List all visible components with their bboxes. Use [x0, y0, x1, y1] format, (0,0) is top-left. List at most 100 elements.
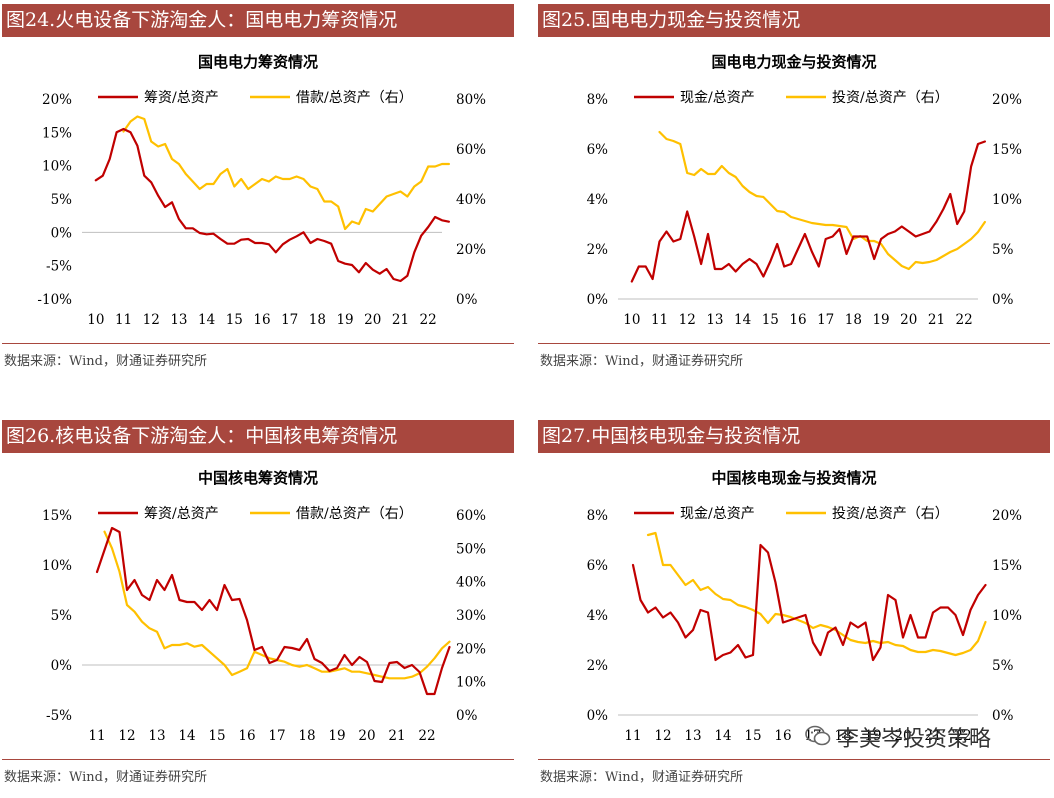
chart-fig27: 中国核电现金与投资情况 0% 2% 4% 6% 8% 0% 5% 10% 15% 20% 11 12 13… — [587, 469, 1023, 744]
x-axis-tick-label: 16 — [238, 728, 255, 744]
right-axis-tick-label: 40% — [456, 192, 486, 208]
right-axis-tick-label: 5% — [992, 658, 1014, 674]
x-axis-tick-label: 18 — [309, 312, 326, 328]
figure-title: 图25.国电电力现金与投资情况 — [538, 4, 1050, 37]
left-axis-tick-label: 0% — [587, 292, 609, 308]
panel-fig26: 图26.核电设备下游淘金人：中国核电筹资情况 中国核电筹资情况 -5% 0% 5% 10… — [2, 420, 514, 798]
series-line-right — [122, 115, 450, 231]
x-axis-tick-label: 18 — [834, 728, 851, 744]
legend-label: 筹资/总资产 — [144, 505, 219, 522]
chart-fig26: 中国核电筹资情况 -5% 0% 5% 10% 15% 0% 10% 20% 30% 40% 50% 60… — [42, 469, 486, 744]
legend-label: 借款/总资产（右） — [296, 90, 413, 106]
x-axis-tick-label: 15 — [208, 728, 225, 744]
left-axis-tick-label: 2% — [587, 242, 609, 258]
left-axis-tick-label: 2% — [587, 658, 609, 674]
x-axis-tick-label: 18 — [298, 728, 315, 744]
source-note: 数据来源：Wind，财通证券研究所 — [540, 770, 743, 785]
x-axis-tick-label: 21 — [392, 312, 409, 328]
right-axis-tick-label: 10% — [992, 192, 1022, 208]
right-axis-tick-label: 0% — [992, 708, 1014, 724]
x-axis-tick-label: 11 — [624, 728, 641, 744]
x-axis-tick-label: 11 — [651, 312, 668, 328]
series-line-left — [631, 543, 987, 662]
x-axis-tick-label: 13 — [148, 728, 165, 744]
panel-fig24: 图24.火电设备下游淘金人：国电电力筹资情况 国电电力筹资情况 -10% -5% 0%… — [2, 4, 514, 382]
series-line-right — [103, 530, 451, 680]
left-axis-tick-label: 5% — [51, 608, 73, 624]
source-note: 数据来源：Wind，财通证券研究所 — [540, 354, 743, 369]
legend-label: 现金/总资产 — [680, 90, 755, 106]
right-axis-tick-label: 0% — [992, 292, 1014, 308]
legend-label: 投资/总资产（右） — [832, 506, 949, 522]
chart-title: 中国核电现金与投资情况 — [711, 469, 876, 487]
x-axis-tick-label: 16 — [789, 312, 806, 328]
x-axis-tick-label: 15 — [744, 728, 761, 744]
figure-title: 图26.核电设备下游淘金人：中国核电筹资情况 — [2, 420, 514, 453]
right-axis-tick-label: 30% — [456, 608, 486, 624]
x-axis-tick-label: 11 — [115, 312, 132, 328]
right-axis-tick-label: 20% — [456, 641, 486, 657]
left-axis-tick-label: 6% — [587, 142, 609, 158]
x-axis-tick-label: 11 — [88, 728, 105, 744]
figure-title: 图27.中国核电现金与投资情况 — [538, 420, 1050, 453]
x-axis-tick-label: 14 — [198, 312, 215, 328]
left-axis-tick-label: 15% — [42, 125, 72, 141]
right-axis-tick-label: 20% — [992, 508, 1022, 524]
x-axis-tick-label: 16 — [774, 728, 791, 744]
right-axis-tick-label: 10% — [456, 675, 486, 691]
right-axis-tick-label: 60% — [456, 142, 486, 158]
right-axis-tick-label: 40% — [456, 575, 486, 591]
x-axis-tick-label: 12 — [118, 728, 135, 744]
chart-title: 中国核电筹资情况 — [198, 469, 318, 487]
x-axis-tick-label: 17 — [268, 728, 285, 744]
x-axis-tick-label: 15 — [226, 312, 243, 328]
right-axis-tick-label: 10% — [992, 608, 1022, 624]
legend-label: 筹资/总资产 — [144, 89, 219, 106]
x-axis-tick-label: 16 — [253, 312, 270, 328]
x-axis-tick-label: 12 — [679, 312, 696, 328]
x-axis-tick-label: 22 — [420, 312, 437, 328]
series-line-right — [646, 531, 987, 657]
source-note: 数据来源：Wind，财通证券研究所 — [4, 770, 207, 785]
right-axis-tick-label: 0% — [456, 292, 478, 308]
x-axis-tick-label: 13 — [170, 312, 187, 328]
left-axis-tick-label: 0% — [587, 708, 609, 724]
x-axis-tick-label: 22 — [954, 728, 971, 744]
x-axis-tick-label: 14 — [178, 728, 195, 744]
left-axis-tick-label: -5% — [46, 259, 72, 275]
chart-fig25: 国电电力现金与投资情况 0% 2% 4% 6% 8% 0% 5% 10% 15% 20% 10 11 12… — [587, 53, 1023, 328]
right-axis-tick-label: 0% — [456, 708, 478, 724]
x-axis-tick-label: 10 — [623, 312, 640, 328]
x-axis-tick-label: 20 — [900, 312, 917, 328]
x-axis-tick-label: 20 — [364, 312, 381, 328]
divider — [2, 343, 514, 344]
x-axis-tick-label: 14 — [714, 728, 731, 744]
x-axis-tick-label: 22 — [956, 312, 973, 328]
left-axis-tick-label: 0% — [51, 658, 73, 674]
right-axis-tick-label: 20% — [992, 92, 1022, 108]
left-axis-tick-label: -5% — [46, 708, 72, 724]
left-axis-tick-label: 8% — [587, 92, 609, 108]
left-axis-tick-label: 15% — [42, 508, 72, 524]
x-axis-tick-label: 10 — [87, 312, 104, 328]
divider — [2, 759, 514, 760]
x-axis-tick-label: 13 — [684, 728, 701, 744]
x-axis-tick-label: 18 — [845, 312, 862, 328]
series-line-left — [95, 526, 451, 696]
x-axis-tick-label: 17 — [817, 312, 834, 328]
left-axis-tick-label: 6% — [587, 558, 609, 574]
source-note: 数据来源：Wind，财通证券研究所 — [4, 354, 207, 369]
left-axis-tick-label: 20% — [42, 92, 72, 108]
panel-fig27: 图27.中国核电现金与投资情况 中国核电现金与投资情况 0% 2% 4% 6% 8% 0% 5… — [538, 420, 1050, 798]
right-axis-tick-label: 15% — [992, 142, 1022, 158]
x-axis-tick-label: 12 — [654, 728, 671, 744]
legend-label: 投资/总资产（右） — [832, 90, 949, 106]
x-axis-tick-label: 19 — [328, 728, 345, 744]
x-axis-tick-label: 19 — [864, 728, 881, 744]
left-axis-tick-label: -10% — [37, 292, 72, 308]
divider — [538, 343, 1050, 344]
chart-title: 国电电力筹资情况 — [198, 53, 318, 71]
series-line-left — [94, 127, 450, 283]
panel-fig25: 图25.国电电力现金与投资情况 国电电力现金与投资情况 0% 2% 4% 6% 8% 0% 5… — [538, 4, 1050, 382]
x-axis-tick-label: 14 — [734, 312, 751, 328]
